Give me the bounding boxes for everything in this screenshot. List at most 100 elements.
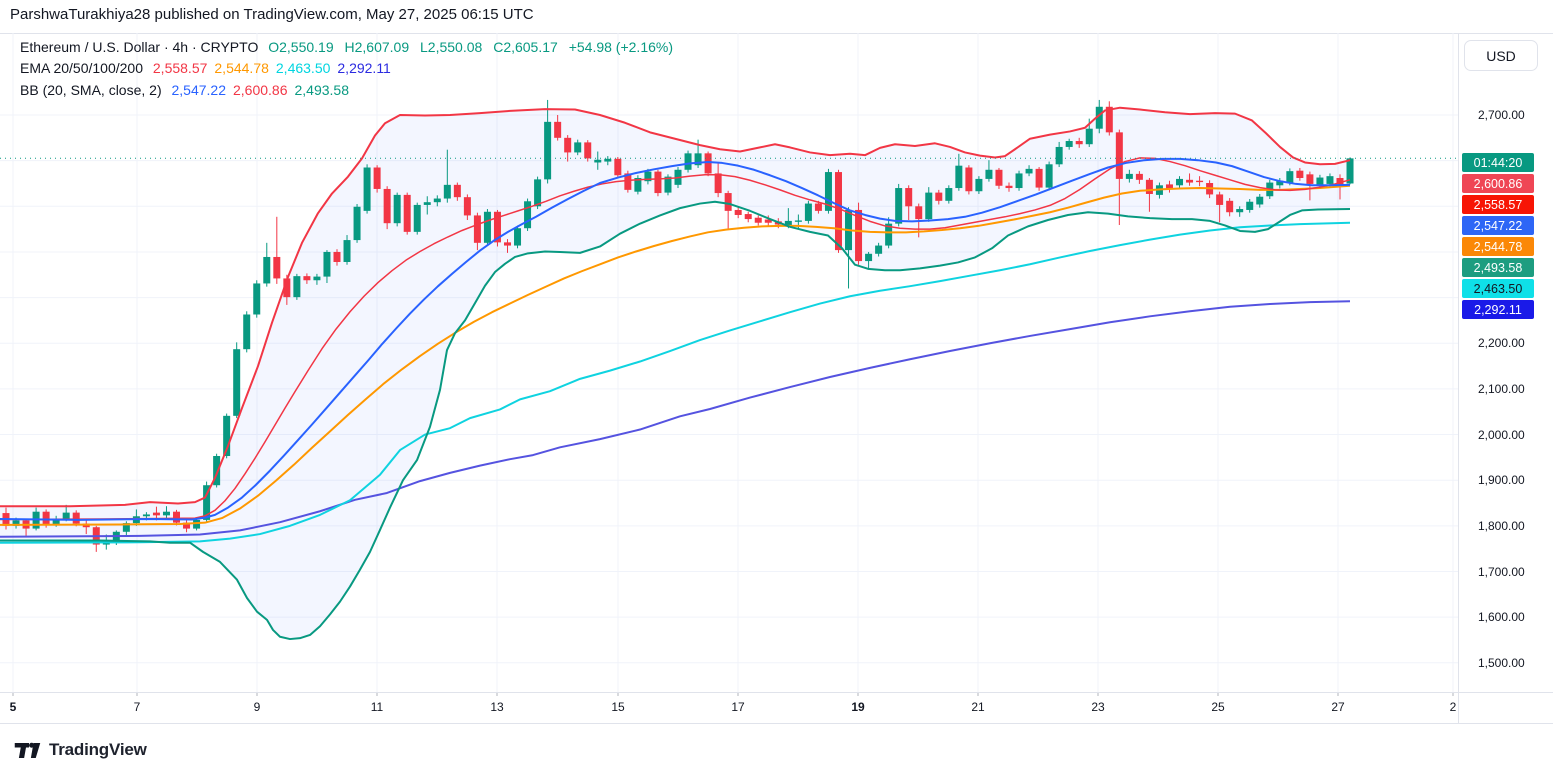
candle-body (233, 349, 241, 416)
candle (363, 164, 371, 214)
candle (1216, 191, 1224, 223)
x-axis-label: 2 (1449, 700, 1457, 714)
candle-body (664, 176, 672, 193)
candle-body (794, 220, 802, 222)
candle (1095, 99, 1103, 134)
ema-legend-row: EMA 20/50/100/200 2,558.57 2,544.78 2,463.… (20, 60, 405, 76)
candle (955, 153, 963, 191)
candle (1176, 176, 1184, 189)
candle-body (784, 220, 792, 226)
x-axis-label: 25 (1211, 700, 1225, 714)
candle (965, 165, 973, 195)
candle-body (694, 153, 702, 166)
x-axis-label: 19 (851, 700, 865, 714)
candle (373, 165, 381, 193)
candle (263, 242, 271, 287)
ohlc-open: O2,550.19 (268, 39, 334, 55)
candle-body (594, 159, 602, 163)
ema-values: 2,558.57 2,544.78 2,463.50 2,292.11 (153, 60, 398, 76)
bb-value-1: 2,600.86 (233, 82, 288, 98)
candle (473, 212, 481, 251)
x-axis-label: 5 (9, 700, 17, 714)
ema100-line (0, 221, 1351, 544)
candle-body (1015, 173, 1023, 189)
candle (554, 115, 562, 141)
candle (243, 311, 251, 353)
candle (895, 183, 903, 227)
candle (1065, 138, 1073, 150)
candle-body (303, 276, 311, 281)
candle-body (945, 188, 953, 201)
price-badge: 2,292.11 (1462, 300, 1534, 319)
currency-unit-button[interactable]: USD (1464, 40, 1538, 71)
candle (824, 168, 832, 214)
candle (664, 174, 672, 196)
candle-body (804, 203, 812, 221)
candle (213, 453, 221, 488)
candle-body (223, 415, 231, 457)
candle-body (1316, 177, 1324, 186)
candle (845, 207, 853, 289)
candle-body (905, 188, 913, 207)
candle-body (1025, 168, 1033, 174)
candle (303, 273, 311, 284)
candle-body (52, 518, 60, 525)
candle-body (634, 177, 642, 192)
candle-body (654, 171, 662, 194)
candle (1165, 180, 1173, 193)
candle (834, 169, 842, 253)
time-scale-divider-top (0, 692, 1553, 693)
candle-body (1085, 128, 1093, 145)
x-axis-label: 23 (1091, 700, 1105, 714)
candle (1135, 171, 1143, 184)
x-axis-label: 17 (731, 700, 745, 714)
candle (162, 506, 170, 519)
candle (493, 209, 501, 247)
candle (614, 156, 622, 178)
candle-body (1055, 146, 1063, 165)
candle-body (865, 253, 873, 262)
candle (463, 194, 471, 220)
candle-body (955, 165, 963, 189)
candle-body (1005, 185, 1013, 189)
candle-body (213, 456, 221, 486)
candle-body (1216, 194, 1224, 205)
tradingview-brand-link[interactable]: TradingView (14, 740, 147, 760)
candle (423, 196, 431, 215)
candle (714, 162, 722, 198)
candle-body (1105, 106, 1113, 133)
x-axis-label: 15 (611, 700, 625, 714)
attribution-text: ParshwaTurakhiya28 published on TradingV… (10, 6, 534, 23)
candle-body (473, 215, 481, 243)
candle-body (915, 206, 923, 220)
candle (584, 140, 592, 162)
candle (1236, 206, 1244, 217)
candle (514, 225, 522, 249)
candle-body (1296, 170, 1304, 178)
x-axis-label: 7 (133, 700, 141, 714)
candle (1226, 198, 1234, 217)
candle-body (895, 188, 903, 224)
candle (504, 239, 511, 253)
candle-body (313, 276, 321, 281)
bb-values: 2,547.22 2,600.86 2,493.58 (172, 82, 357, 98)
candle-body (1176, 178, 1184, 186)
ema20-line (0, 157, 1351, 521)
candle-body (834, 172, 842, 251)
ohlc-close: C2,605.17 (493, 39, 558, 55)
candle-body (1286, 171, 1294, 183)
candle-body (393, 194, 401, 224)
candle-body (684, 153, 692, 170)
candle-body (463, 197, 471, 216)
candle (574, 139, 582, 156)
candle (995, 167, 1003, 189)
candle-body (1336, 177, 1344, 185)
candle-body (203, 485, 211, 520)
countdown-badge: 01:44:20 (1462, 153, 1534, 172)
y-axis-label: 1,800.00 (1478, 518, 1525, 533)
y-axis-label: 1,700.00 (1478, 564, 1525, 579)
y-axis-label: 1,500.00 (1478, 655, 1525, 670)
price-badge: 2,558.57 (1462, 195, 1534, 214)
candle (483, 209, 491, 246)
